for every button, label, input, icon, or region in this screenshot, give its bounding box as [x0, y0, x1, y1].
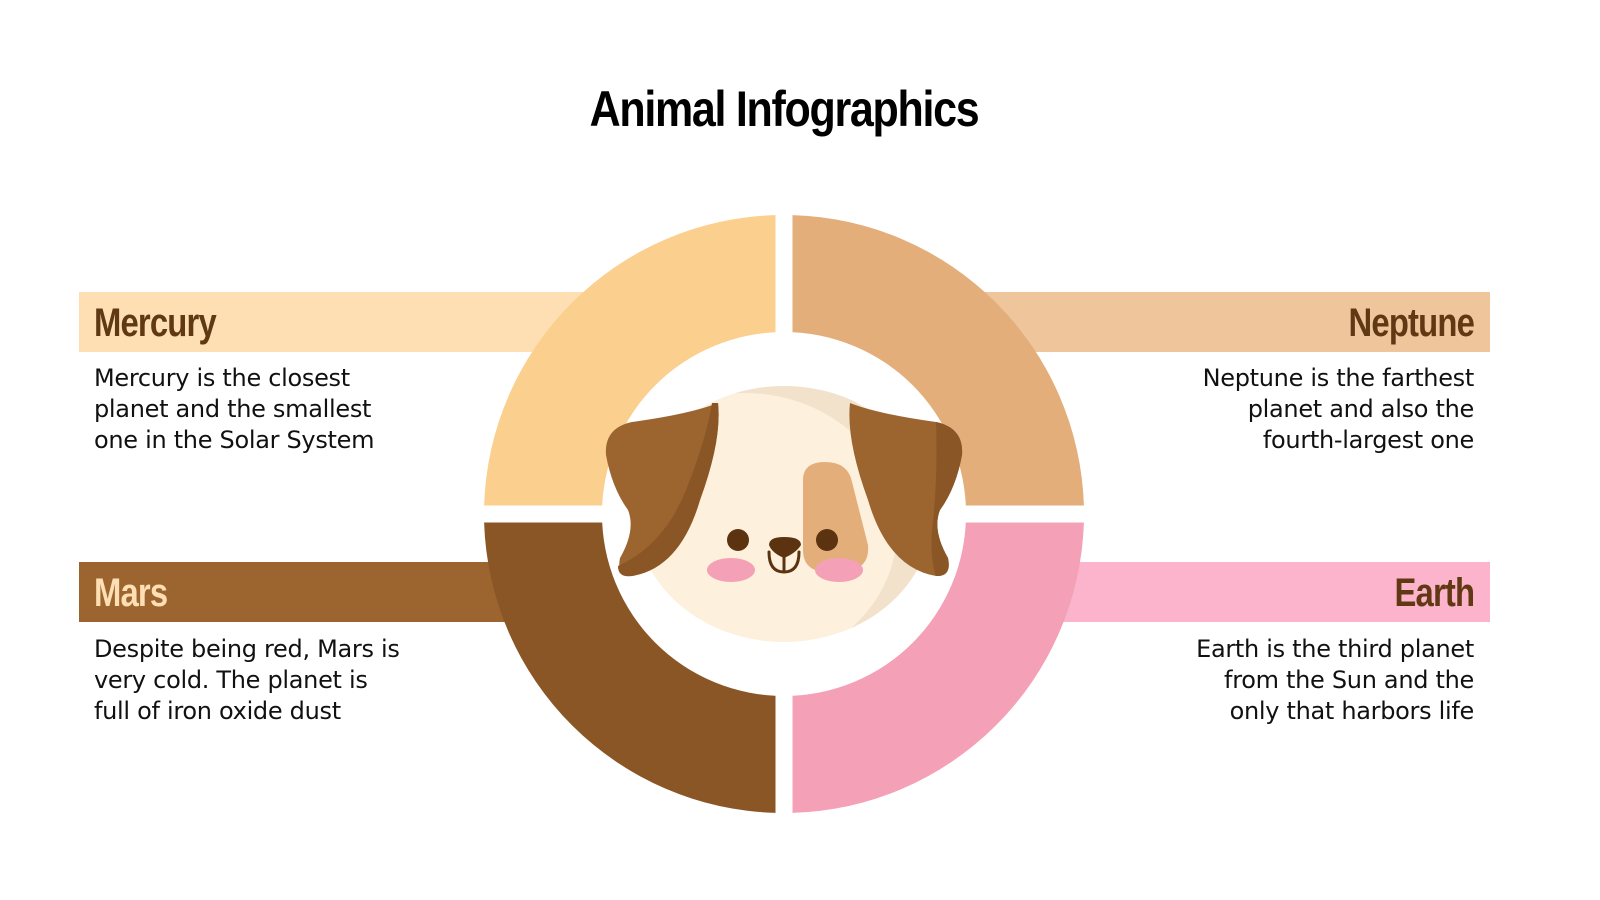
neptune-desc-line: planet and also the — [1247, 395, 1475, 423]
earth-desc-line: only that harbors life — [1229, 697, 1475, 725]
mercury-label: Mercury — [94, 301, 217, 345]
mercury-desc-line: one in the Solar System — [94, 426, 375, 454]
neptune-band: Neptune — [970, 292, 1490, 352]
earth-description: Earth is the third planet from the Sun a… — [1114, 634, 1474, 727]
mars-description: Despite being red, Mars is very cold. Th… — [94, 634, 454, 727]
neptune-desc-line: fourth-largest one — [1262, 426, 1474, 454]
earth-label: Earth — [1394, 571, 1475, 615]
dog-left-eye-icon — [727, 529, 749, 551]
mars-label: Mars — [94, 571, 168, 615]
earth-desc-line: from the Sun and the — [1224, 666, 1474, 694]
mercury-description: Mercury is the closest planet and the sm… — [94, 363, 454, 456]
mars-desc-line: Despite being red, Mars is — [94, 635, 400, 663]
page-title: Animal Infographics — [589, 81, 980, 137]
neptune-label: Neptune — [1348, 301, 1475, 345]
dog-right-eye-icon — [816, 529, 838, 551]
earth-desc-line: Earth is the third planet — [1196, 635, 1474, 663]
mercury-desc-line: planet and the smallest — [94, 395, 372, 423]
dog-nose-icon — [769, 537, 801, 558]
neptune-description: Neptune is the farthest planet and also … — [1114, 363, 1475, 456]
mercury-desc-line: Mercury is the closest — [94, 364, 350, 392]
neptune-desc-line: Neptune is the farthest — [1202, 364, 1475, 392]
dog-face-icon — [605, 386, 963, 642]
mercury-band: Mercury — [79, 292, 599, 352]
mars-desc-line: very cold. The planet is — [94, 666, 368, 694]
mars-desc-line: full of iron oxide dust — [94, 697, 341, 725]
